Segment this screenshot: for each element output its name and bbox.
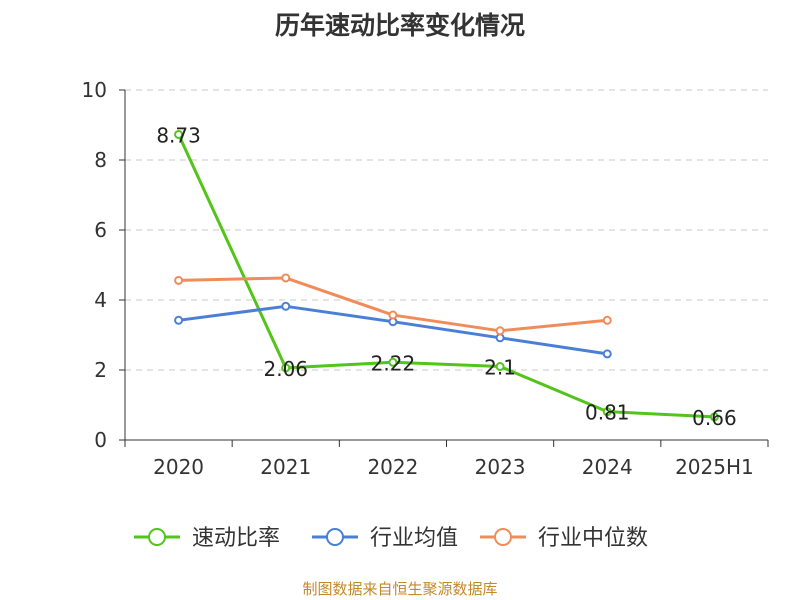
data-label: 8.73 [156,123,201,147]
data-point [174,129,184,139]
y-tick-label: 10 [82,78,107,102]
chart-title: 历年速动比率变化情况 [274,11,525,40]
data-label: 2.1 [484,356,516,380]
data-point [174,275,184,285]
y-tick-label: 8 [94,148,107,172]
data-point [174,315,184,325]
data-point [281,363,291,373]
x-tick-label: 2020 [153,455,204,479]
legend-label: 速动比率 [192,526,280,551]
x-tick-label: 2021 [260,455,311,479]
legend: 速动比率 行业均值 行业中位数 [134,526,648,551]
x-tick-label: 2025H1 [675,455,754,479]
source-note: 制图数据来自恒生聚源数据库 [302,580,498,598]
axis-layer: 0 2 4 6 8 10 2020 2021 2022 2023 2024 2025H1 [82,78,769,479]
data-point [495,362,505,371]
data-point [602,407,612,417]
x-tick-label: 2022 [367,455,418,479]
data-label: 2.06 [263,357,308,381]
series-layer [174,129,719,422]
legend-label: 行业中位数 [538,526,648,551]
legend-label: 行业均值 [370,526,458,551]
x-tick-label: 2024 [582,455,633,479]
data-label: 2.22 [371,351,416,375]
legend-marker [148,528,166,546]
y-tick-label: 4 [94,288,107,312]
data-point [495,333,505,343]
data-point [495,326,505,336]
data-point [281,273,291,283]
data-label: 0.66 [692,406,737,430]
legend-marker [326,528,344,546]
data-point [388,310,398,320]
data-point [602,349,612,359]
data-point [281,301,291,311]
x-tick-label: 2023 [475,455,526,479]
data-point [388,357,398,367]
legend-marker [494,528,512,546]
data-label-layer: 8.73 2.06 2.22 2.1 0.81 0.66 [156,123,736,429]
series-line [177,133,715,419]
y-tick-label: 6 [94,218,107,242]
data-label: 0.81 [585,401,630,425]
y-tick-label: 0 [94,428,107,452]
y-tick-label: 2 [94,358,107,382]
data-point [602,315,612,325]
grid-layer [125,89,768,371]
data-point [709,412,719,422]
